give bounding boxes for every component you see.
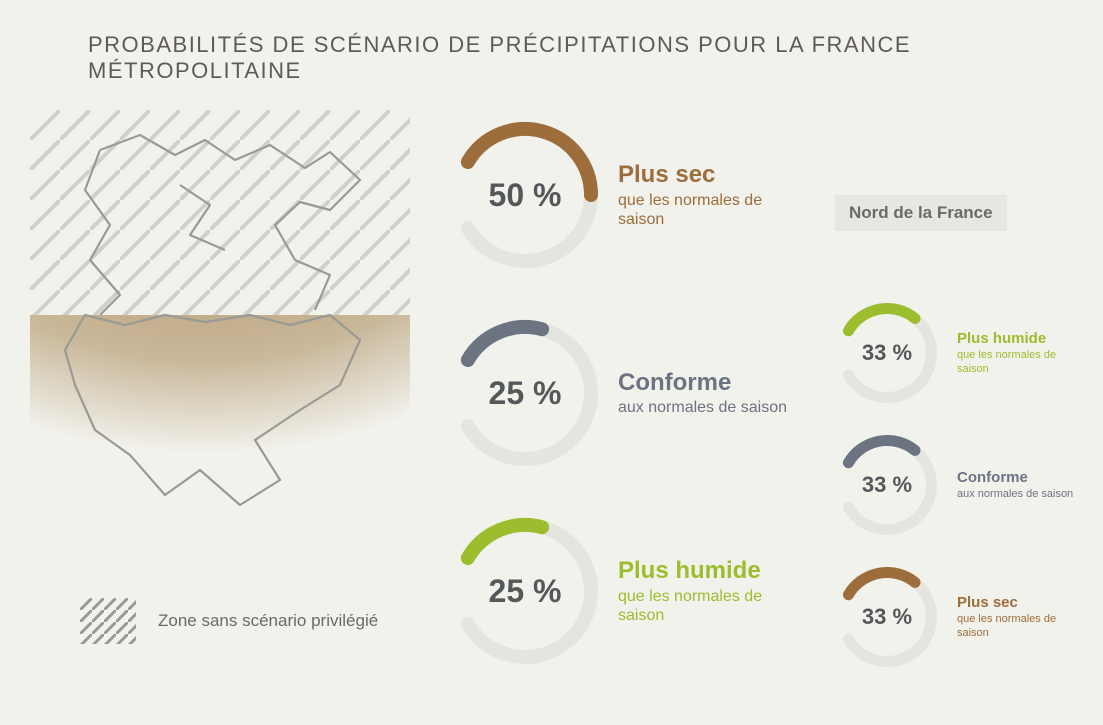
donut-gauge: 33 % <box>835 301 939 405</box>
scenario-sub-line: que les normales de saison <box>618 191 810 229</box>
donut-gauge: 50 % <box>450 120 600 270</box>
scenario-sub-line: que les normales de saison <box>618 587 810 625</box>
scenario-row: 33 % Plus sec que les normales de saison <box>835 565 1075 669</box>
scenario-sub-line: aux normales de saison <box>618 398 787 417</box>
scenario-sub-line: que les normales de saison <box>957 349 1075 375</box>
scenario-sub-line: que les normales de saison <box>957 613 1075 639</box>
scenario-main-line: Plus sec <box>618 161 810 189</box>
scenario-sub-line: aux normales de saison <box>957 488 1073 501</box>
scenario-row: 33 % Conforme aux normales de saison <box>835 433 1075 537</box>
donut-value: 25 % <box>450 318 600 468</box>
donut-value: 33 % <box>835 565 939 669</box>
donut-value: 33 % <box>835 301 939 405</box>
scenario-row: 25 % Plus humideque les normales de saiso… <box>450 516 810 666</box>
donut-gauge: 25 % <box>450 516 600 666</box>
scenario-desc: Conforme aux normales de saison <box>957 469 1073 501</box>
donut-gauge: 25 % <box>450 318 600 468</box>
page-title: PROBABILITÉS DE SCÉNARIO DE PRÉCIPITATIO… <box>88 32 1103 84</box>
scenario-main-line: Conforme <box>957 469 1073 486</box>
scenario-main-line: Plus sec <box>957 594 1075 611</box>
north-label: Nord de la France <box>835 195 1007 231</box>
scenario-row: 33 % Plus humide que les normales de saiso… <box>835 301 1075 405</box>
donut-value: 25 % <box>450 516 600 666</box>
main-scenarios: 50 %Plus secque les normales de saison25… <box>450 120 810 714</box>
france-map <box>30 110 410 540</box>
donut-value: 50 % <box>450 120 600 270</box>
scenario-main-line: Plus humide <box>957 330 1075 347</box>
donut-gauge: 33 % <box>835 433 939 537</box>
scenario-desc: Plus humide que les normales de saison <box>957 330 1075 376</box>
scenario-desc: Plus secque les normales de saison <box>618 161 810 229</box>
north-scenarios: Nord de la France 33 % Plus humide que les… <box>835 195 1075 697</box>
scenario-row: 50 % Plus secque les normales de saison <box>450 120 810 270</box>
donut-gauge: 33 % <box>835 565 939 669</box>
scenario-desc: Plus sec que les normales de saison <box>957 594 1075 640</box>
scenario-row: 25 % Conformeaux normales de saison <box>450 318 810 468</box>
scenario-desc: Plus humideque les normales de saison <box>618 557 810 625</box>
legend-label: Zone sans scénario privilégié <box>158 611 378 631</box>
legend: Zone sans scénario privilégié <box>80 598 378 644</box>
scenario-main-line: Conforme <box>618 369 787 397</box>
hatch-swatch-icon <box>80 598 136 644</box>
scenario-desc: Conformeaux normales de saison <box>618 369 787 418</box>
scenario-main-line: Plus humide <box>618 557 810 585</box>
donut-value: 33 % <box>835 433 939 537</box>
